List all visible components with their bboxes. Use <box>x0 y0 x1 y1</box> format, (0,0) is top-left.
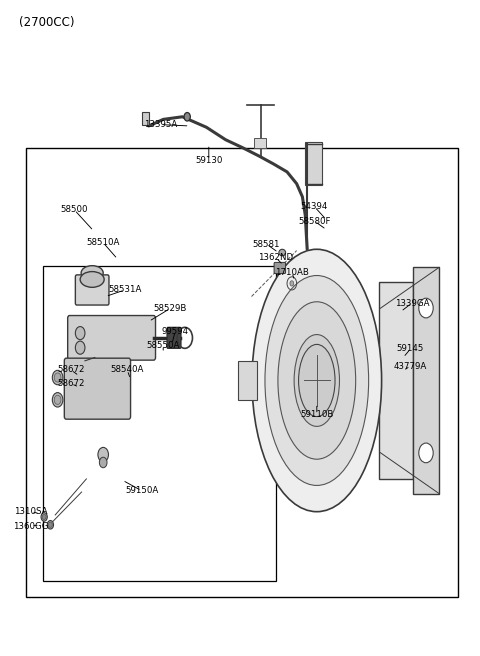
Ellipse shape <box>52 392 63 407</box>
Ellipse shape <box>80 272 104 287</box>
Ellipse shape <box>75 341 85 354</box>
Text: 13395A: 13395A <box>144 120 178 129</box>
Ellipse shape <box>252 249 382 512</box>
Ellipse shape <box>81 266 103 280</box>
Ellipse shape <box>294 335 339 426</box>
Circle shape <box>42 514 46 520</box>
Ellipse shape <box>184 113 190 121</box>
Text: 58672: 58672 <box>57 379 85 388</box>
Ellipse shape <box>47 521 53 529</box>
Ellipse shape <box>41 513 47 521</box>
Ellipse shape <box>75 327 85 340</box>
Bar <box>305 142 322 185</box>
Text: 59110B: 59110B <box>300 410 334 419</box>
Ellipse shape <box>299 344 335 417</box>
Ellipse shape <box>278 302 356 459</box>
FancyBboxPatch shape <box>68 316 156 360</box>
Circle shape <box>54 373 61 382</box>
Bar <box>379 282 413 479</box>
Circle shape <box>54 395 61 404</box>
FancyBboxPatch shape <box>75 275 109 305</box>
Text: 58540A: 58540A <box>110 365 144 375</box>
Text: 58529B: 58529B <box>154 304 187 313</box>
Bar <box>254 138 266 148</box>
Bar <box>238 361 257 400</box>
Text: 58550A: 58550A <box>146 340 180 350</box>
Ellipse shape <box>279 249 286 256</box>
Circle shape <box>48 522 52 527</box>
Circle shape <box>419 443 433 462</box>
Bar <box>43 266 276 581</box>
Circle shape <box>290 281 294 286</box>
Text: 54394: 54394 <box>300 202 328 211</box>
Text: 1339GA: 1339GA <box>395 298 429 308</box>
Text: 58531A: 58531A <box>108 285 142 295</box>
Text: 99594: 99594 <box>162 327 189 336</box>
Ellipse shape <box>265 276 369 485</box>
Text: 58500: 58500 <box>60 205 88 215</box>
FancyBboxPatch shape <box>64 358 131 419</box>
Text: 59130: 59130 <box>195 155 223 165</box>
Ellipse shape <box>99 457 107 468</box>
Text: 58580F: 58580F <box>298 216 331 226</box>
Text: 59145: 59145 <box>396 344 424 354</box>
Text: 58510A: 58510A <box>86 238 120 247</box>
Text: 1710AB: 1710AB <box>275 268 309 277</box>
Text: 43779A: 43779A <box>394 361 427 371</box>
Text: 1310SA: 1310SA <box>14 507 48 516</box>
Ellipse shape <box>52 370 63 384</box>
Text: 59150A: 59150A <box>125 486 158 495</box>
Text: 1362ND: 1362ND <box>258 253 294 262</box>
Ellipse shape <box>98 447 108 462</box>
Bar <box>26 148 458 597</box>
FancyBboxPatch shape <box>274 262 286 274</box>
Text: (2700CC): (2700CC) <box>19 16 75 30</box>
Text: 58672: 58672 <box>57 365 85 375</box>
Text: 58581: 58581 <box>252 239 280 249</box>
Bar <box>142 112 149 125</box>
Bar <box>413 267 439 493</box>
FancyBboxPatch shape <box>167 327 181 348</box>
Circle shape <box>419 298 433 318</box>
Text: 1360GG: 1360GG <box>13 522 49 531</box>
